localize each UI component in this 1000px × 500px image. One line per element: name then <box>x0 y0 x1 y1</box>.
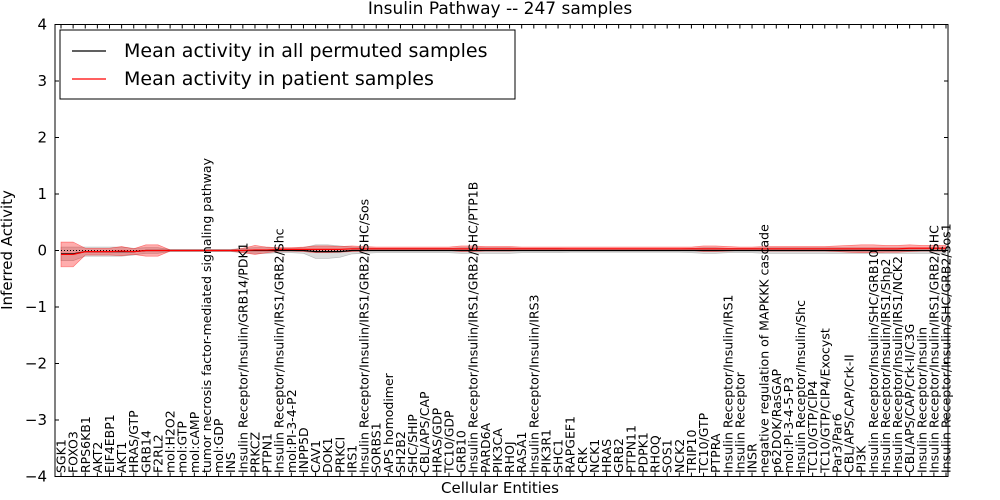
x-tick-label: TC10/GTP/CIP4 <box>805 381 820 474</box>
x-tick-label: INSR <box>745 443 760 473</box>
x-tick-label: Insulin Receptor/Insulin/IRS1/NCK2 <box>890 256 905 473</box>
x-tick-label: mol:GTP <box>175 421 190 473</box>
x-tick-label: Insulin Receptor/Insulin/IRS1 <box>720 295 735 473</box>
x-tick-label: TRIP10 <box>684 430 699 474</box>
x-tick-label: Insulin Receptor/Insulin/IRS1/GRB2/SHC/S… <box>357 199 372 473</box>
x-tick-label: PIK3CA <box>490 428 505 473</box>
y-tick-label: −3 <box>25 411 47 429</box>
x-tick-label: mol:GDP <box>211 418 226 473</box>
x-tick-label: PTPN11 <box>623 425 638 473</box>
x-tick-label: RHOJ <box>502 441 517 473</box>
x-axis-label: Cellular Entities <box>441 479 559 497</box>
x-tick-label: PI3K <box>854 445 869 473</box>
x-tick-label: RASA1 <box>514 432 529 473</box>
x-tick-label: SORBS1 <box>369 422 384 473</box>
x-tick-label: PIK3R1 <box>538 429 553 473</box>
y-tick-label: −2 <box>25 355 47 373</box>
y-tick-label: 2 <box>37 129 47 147</box>
x-tick-label: Insulin Receptor <box>732 371 747 473</box>
x-tick-label: Insulin Receptor/Insulin <box>914 327 929 473</box>
x-tick-label: CBL/APS/CAP/Crk-II/C3G <box>902 324 917 473</box>
legend-label-patient: Mean activity in patient samples <box>124 68 434 90</box>
x-tick-label: p62DOK/RasGAP <box>769 368 784 473</box>
y-tick-label: 0 <box>37 242 47 260</box>
confidence-bands <box>60 241 947 268</box>
x-tick-label: FOXO3 <box>66 431 81 473</box>
x-tick-label: Insulin Receptor/Insulin/IRS3 <box>526 295 541 473</box>
x-tick-label: mol:PI-3-4-P2 <box>284 389 299 473</box>
x-tick-label: INPP5D <box>296 427 311 473</box>
y-axis-label: Inferred Activity <box>0 190 16 310</box>
x-tick-label: CBL/APS/CAP/Crk-II <box>842 354 857 473</box>
x-tick-label: SOS1 <box>660 439 675 473</box>
x-tick-label: SHC1 <box>551 439 566 473</box>
x-tick-label: HRAS/GTP <box>126 410 141 473</box>
series-line-patient <box>61 247 946 256</box>
chart-title: Insulin Pathway -- 247 samples <box>368 0 633 19</box>
x-tick-label: PDPK1 <box>635 432 650 473</box>
x-tick-label: RAPGEF1 <box>563 416 578 473</box>
x-tick-label: NCK2 <box>672 439 687 473</box>
y-tick-label: −1 <box>25 298 47 316</box>
x-tick-label: SH2B2 <box>393 431 408 473</box>
x-tick-label: GRB14 <box>138 430 153 473</box>
x-tick-label: IRS1 <box>344 445 359 473</box>
x-tick-label: CBL/APS/CAP <box>417 391 432 473</box>
x-tick-label: Insulin Receptor/Insulin/IRS1/Shp2 <box>878 259 893 473</box>
y-tick-label: 3 <box>37 72 47 90</box>
x-tick-label: Insulin Receptor/Insulin/GRB14/PDK1 <box>235 242 250 473</box>
x-tick-label: NCK1 <box>587 439 602 473</box>
x-tick-label: tumor necrosis factor-mediated signaling… <box>199 157 214 473</box>
x-tick-label: EIF4EBP1 <box>102 414 117 473</box>
x-axis: SGK1FOXO3RPS6KB1AKT2EIF4EBP1AKT1HRAS/GTP… <box>54 24 954 477</box>
y-tick-label: 4 <box>37 16 47 34</box>
series-lines <box>61 247 946 256</box>
y-tick-label: 1 <box>37 185 47 203</box>
x-tick-label: PTPRA <box>708 433 723 473</box>
x-tick-label: Insulin Receptor/Insulin/IRS1/GRB2/SHC <box>926 225 941 473</box>
x-tick-label: PRKCI <box>332 437 347 473</box>
x-tick-label: Insulin Receptor/Insulin/Shc <box>793 300 808 473</box>
x-tick-label: HRAS/GDP <box>429 407 444 473</box>
x-tick-label: Insulin Receptor/Insulin/SHC/GRB10 <box>866 250 881 473</box>
x-tick-label: RPS6KB1 <box>78 416 93 473</box>
x-tick-label: CRK <box>575 447 590 473</box>
legend: Mean activity in all permuted samples Me… <box>59 29 516 100</box>
x-tick-label: mol:cAMP <box>187 411 202 473</box>
x-tick-label: PRKCZ <box>247 432 262 473</box>
x-tick-label: mol:H2O2 <box>163 410 178 473</box>
x-tick-label: SHC/SHIP <box>405 414 420 473</box>
x-tick-label: Insulin Receptor/Insulin/SHC/GRB2/Sos1 <box>939 223 954 473</box>
band-patient <box>60 241 947 268</box>
legend-label-permuted: Mean activity in all permuted samples <box>124 40 487 62</box>
x-tick-label: GRB10 <box>454 430 469 473</box>
x-tick-label: PTPN1 <box>260 433 275 473</box>
x-tick-label: SGK1 <box>54 439 69 473</box>
x-tick-label: CAV1 <box>308 440 323 473</box>
x-tick-label: negative regulation of MAPKKK cascade <box>757 224 772 473</box>
x-tick-label: F2RL2 <box>150 434 165 473</box>
legend-frame <box>59 29 516 100</box>
x-tick-label: Par3/Par6 <box>829 413 844 473</box>
x-tick-label: TC10/GTP <box>696 412 711 474</box>
x-tick-label: INS <box>223 452 238 473</box>
x-tick-label: Insulin Receptor/Insulin/IRS1/GRB2/SHC/P… <box>466 182 481 473</box>
x-tick-label: mol:PI-3-4-5-P3 <box>781 377 796 473</box>
x-tick-label: DOK1 <box>320 437 335 473</box>
x-tick-label: RHOQ <box>648 435 663 473</box>
x-tick-label: TC10/GTP/CIP4/Exocyst <box>817 328 832 474</box>
y-tick-label: −4 <box>25 468 47 486</box>
x-tick-label: Insulin Receptor/Insulin/IRS1/GRB2/Shc <box>272 228 287 473</box>
y-axis: −4 −3 −2 −1 0 1 2 3 4 <box>25 16 948 486</box>
x-tick-label: HRAS <box>599 439 614 473</box>
x-tick-label: AKT2 <box>90 442 105 473</box>
x-tick-label: TC10/GDP <box>441 410 456 474</box>
x-tick-label: GRB2 <box>611 438 626 473</box>
x-tick-label: AKT1 <box>114 442 129 473</box>
x-tick-label: APS homodimer <box>381 372 396 473</box>
x-tick-label: PARD6A <box>478 422 493 473</box>
